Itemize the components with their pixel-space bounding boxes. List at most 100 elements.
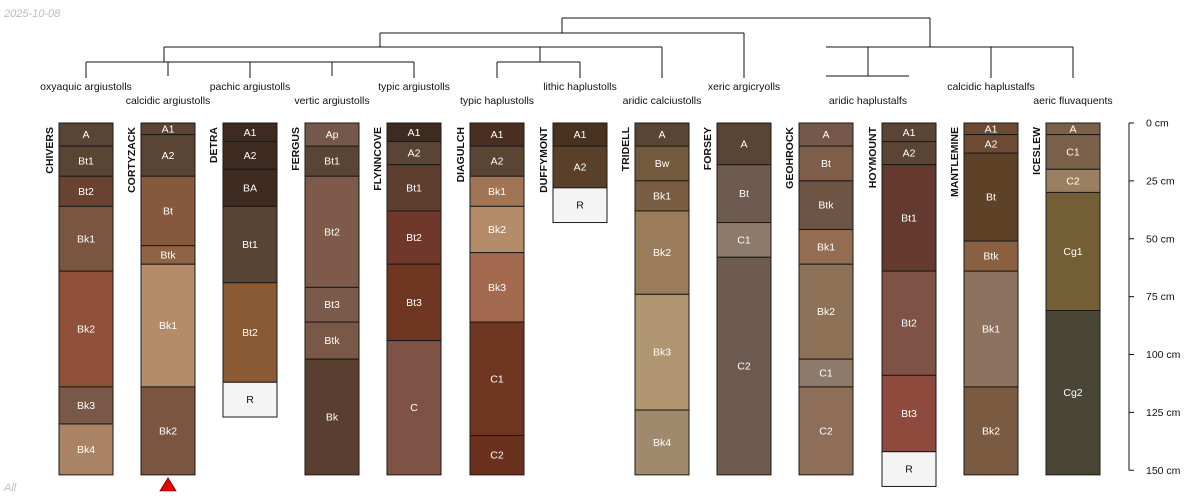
taxon-label: typic argiustolls bbox=[378, 81, 450, 93]
horizon-bt bbox=[140, 175, 196, 247]
horizon-r bbox=[222, 381, 278, 418]
horizon-c2 bbox=[798, 386, 854, 476]
taxon-label: aridic calciustolls bbox=[623, 95, 702, 107]
horizon-label: Cg1 bbox=[1063, 246, 1082, 258]
horizon-label: A2 bbox=[244, 150, 257, 162]
depth-tick-label: 0 cm bbox=[1146, 118, 1169, 130]
horizon-label: A2 bbox=[491, 156, 504, 168]
horizon-label: Bk2 bbox=[159, 425, 177, 437]
horizon-label: A bbox=[740, 138, 747, 150]
taxon-label: aeric fluvaquents bbox=[1033, 95, 1112, 107]
taxon-label: lithic haplustolls bbox=[543, 81, 617, 93]
horizon-label: Bt2 bbox=[901, 318, 917, 330]
profile-chivers: A Bt1 Bt2 Bk1 Bk2 Bk3 Bk4 CHIVERS bbox=[44, 122, 114, 476]
horizon-bt1 bbox=[304, 145, 360, 177]
horizon-label: A bbox=[1069, 123, 1076, 135]
horizon-label: Bk1 bbox=[77, 233, 95, 245]
horizon-bt3 bbox=[304, 286, 360, 323]
horizon-bk1 bbox=[140, 263, 196, 388]
horizon-bt1 bbox=[222, 205, 278, 284]
horizon-label: C2 bbox=[819, 425, 833, 437]
horizon-label: Bt1 bbox=[324, 156, 340, 168]
horizon-label: Bt bbox=[739, 188, 749, 200]
horizon-bk3 bbox=[58, 386, 114, 425]
horizon-label: Btk bbox=[983, 251, 999, 263]
horizon-bk2 bbox=[634, 210, 690, 295]
horizon-label: Bk2 bbox=[982, 425, 1000, 437]
horizon-r bbox=[552, 187, 608, 224]
horizon-label: A1 bbox=[491, 129, 504, 141]
profile-duffymont: A1 A2 R DUFFYMONT bbox=[538, 122, 608, 224]
horizon-label: A1 bbox=[408, 127, 421, 139]
profile-cortyzack: A1 A2 Bt Btk Bk1 Bk2 CORTYZACK bbox=[126, 122, 196, 492]
soil-profiles: A Bt1 Bt2 Bk1 Bk2 Bk3 Bk4 CHIVERS A1 A2 Bt Btk Bk1 Bk… bbox=[44, 122, 1101, 492]
horizon-label: Bk3 bbox=[77, 400, 95, 412]
horizon-c2 bbox=[469, 435, 525, 476]
horizon-label: Bt1 bbox=[242, 239, 258, 251]
horizon-a2 bbox=[552, 145, 608, 189]
horizon-label: Bk1 bbox=[982, 324, 1000, 336]
horizon-bt1 bbox=[881, 164, 937, 272]
horizon-label: C2 bbox=[737, 361, 751, 373]
profile-name: FLYNNCOVE bbox=[372, 127, 384, 191]
horizon-label: Bk bbox=[326, 412, 339, 424]
horizon-bt bbox=[798, 145, 854, 182]
profile-flynncove: A1 A2 Bt1 Bt2 Bt3 C FLYNNCOVE bbox=[372, 122, 442, 476]
profile-name: FERGUS bbox=[290, 127, 302, 171]
profile-name: CHIVERS bbox=[44, 127, 56, 174]
profile-name: TRIDELL bbox=[620, 126, 632, 171]
horizon-label: Bt1 bbox=[78, 156, 94, 168]
profile-name: ICESLEW bbox=[1031, 127, 1043, 175]
horizon-label: A bbox=[82, 129, 89, 141]
horizon-c1 bbox=[1045, 134, 1101, 170]
profile-name: DUFFYMONT bbox=[538, 126, 550, 192]
horizon-label: C1 bbox=[1066, 146, 1080, 158]
horizon-label: Bt1 bbox=[406, 182, 422, 194]
horizon-a bbox=[716, 122, 772, 166]
horizon-c bbox=[386, 340, 442, 476]
horizon-label: Bk2 bbox=[653, 247, 671, 259]
horizon-label: R bbox=[576, 200, 584, 212]
horizon-bk1 bbox=[963, 270, 1019, 388]
horizon-bk3 bbox=[469, 252, 525, 323]
horizon-bk bbox=[304, 358, 360, 476]
horizon-label: A1 bbox=[985, 123, 998, 135]
depth-tick-label: 150 cm bbox=[1146, 465, 1181, 477]
horizon-bk2 bbox=[798, 263, 854, 360]
horizon-label: A bbox=[822, 129, 829, 141]
profile-tridell: A Bw Bk1 Bk2 Bk3 Bk4 TRIDELL bbox=[620, 122, 690, 476]
horizon-label: Bt2 bbox=[78, 186, 94, 198]
horizon-label: Bt bbox=[986, 192, 996, 204]
horizon-a2 bbox=[469, 145, 525, 177]
taxon-label: typic haplustolls bbox=[460, 95, 534, 107]
horizon-label: A1 bbox=[162, 123, 175, 135]
horizon-bt1 bbox=[386, 164, 442, 212]
horizon-bt2 bbox=[386, 210, 442, 265]
horizon-label: Bt3 bbox=[324, 299, 340, 311]
dendrogram bbox=[85, 17, 1074, 78]
horizon-label: Bt2 bbox=[406, 232, 422, 244]
horizon-label: Bk1 bbox=[488, 186, 506, 198]
horizon-btk bbox=[304, 321, 360, 360]
profile-mantlemine: A1 A2 Bt Btk Bk1 Bk2 MANTLEMINE bbox=[949, 122, 1019, 476]
depth-tick-label: 100 cm bbox=[1146, 349, 1181, 361]
horizon-label: Bt bbox=[821, 158, 831, 170]
depth-tick-label: 125 cm bbox=[1146, 407, 1181, 419]
horizon-label: R bbox=[246, 394, 254, 406]
horizon-label: Bw bbox=[655, 158, 670, 170]
horizon-label: Bt3 bbox=[406, 297, 422, 309]
horizon-bk2 bbox=[58, 270, 114, 388]
horizon-cg2 bbox=[1045, 310, 1101, 476]
horizon-label: A2 bbox=[574, 161, 587, 173]
horizon-bt2 bbox=[881, 270, 937, 376]
profile-name: DETRA bbox=[208, 127, 220, 164]
horizon-label: A2 bbox=[162, 150, 175, 162]
depth-tick-label: 25 cm bbox=[1146, 175, 1175, 187]
horizon-bk2 bbox=[140, 386, 196, 476]
depth-tick-label: 75 cm bbox=[1146, 291, 1175, 303]
depth-tick-label: 50 cm bbox=[1146, 233, 1175, 245]
horizon-label: Bk3 bbox=[653, 347, 671, 359]
horizon-label: Bk2 bbox=[488, 224, 506, 236]
taxon-label: oxyaquic argiustolls bbox=[40, 81, 132, 93]
